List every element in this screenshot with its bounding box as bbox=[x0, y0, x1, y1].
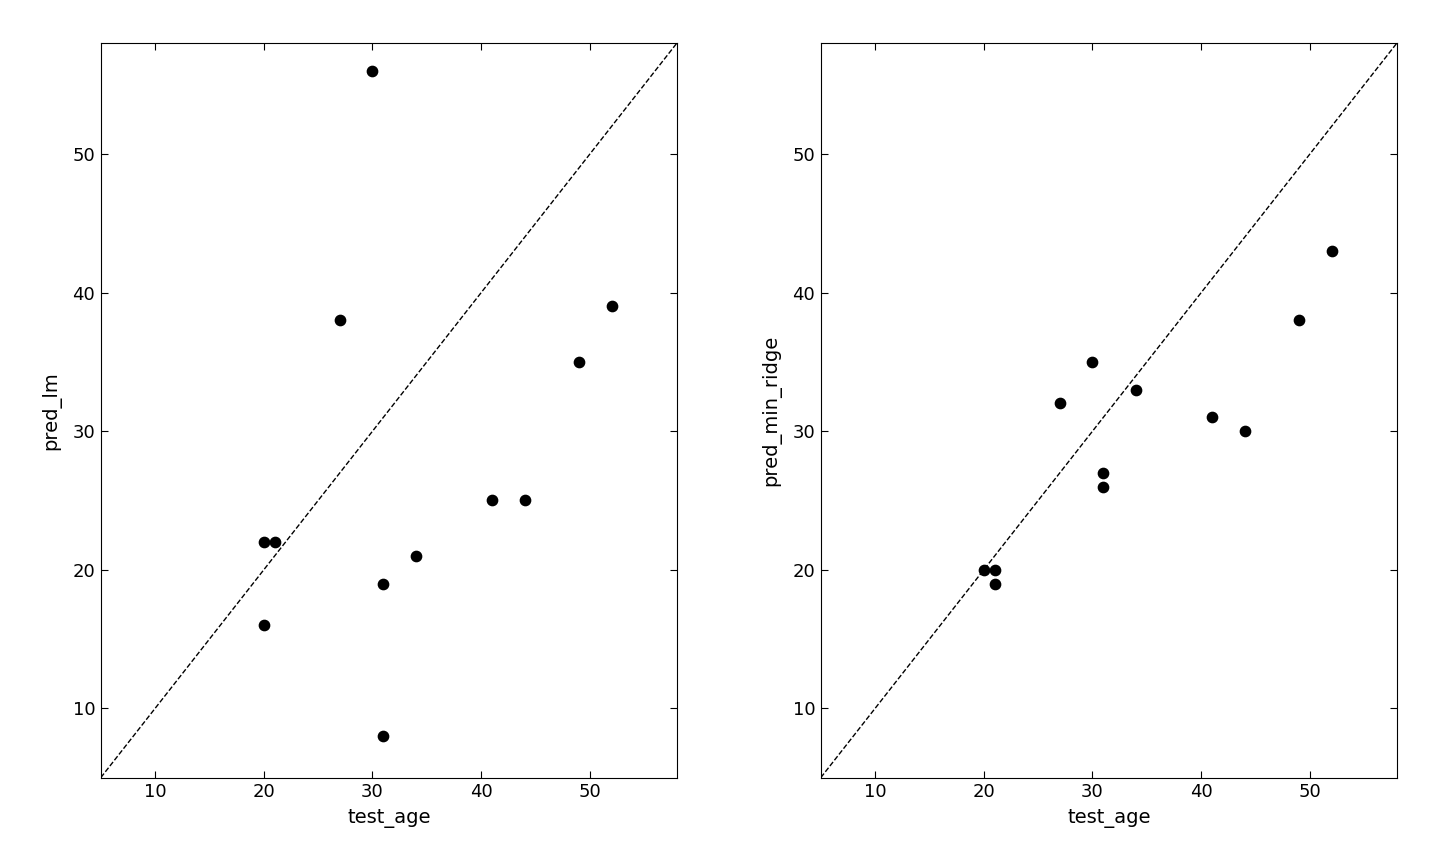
Point bbox=[567, 355, 590, 369]
Point bbox=[252, 619, 275, 632]
Point bbox=[1287, 314, 1310, 327]
Point bbox=[984, 576, 1007, 590]
Point bbox=[600, 300, 624, 314]
X-axis label: test_age: test_age bbox=[347, 810, 431, 829]
Point bbox=[1081, 355, 1104, 369]
Point bbox=[1092, 466, 1115, 480]
Point bbox=[513, 493, 536, 507]
Point bbox=[1233, 424, 1256, 438]
Point bbox=[372, 729, 395, 743]
Point bbox=[264, 535, 287, 549]
Point bbox=[405, 549, 428, 562]
Point bbox=[372, 576, 395, 590]
Y-axis label: pred_min_ridge: pred_min_ridge bbox=[762, 334, 782, 486]
Point bbox=[361, 64, 384, 78]
Point bbox=[481, 493, 504, 507]
Point bbox=[252, 535, 275, 549]
Point bbox=[328, 314, 351, 327]
Point bbox=[1092, 480, 1115, 493]
Point bbox=[1125, 383, 1148, 397]
X-axis label: test_age: test_age bbox=[1067, 810, 1151, 829]
Point bbox=[984, 562, 1007, 576]
Point bbox=[1201, 410, 1224, 424]
Point bbox=[972, 562, 995, 576]
Point bbox=[1048, 397, 1071, 410]
Point bbox=[1320, 245, 1344, 258]
Y-axis label: pred_lm: pred_lm bbox=[42, 371, 62, 450]
